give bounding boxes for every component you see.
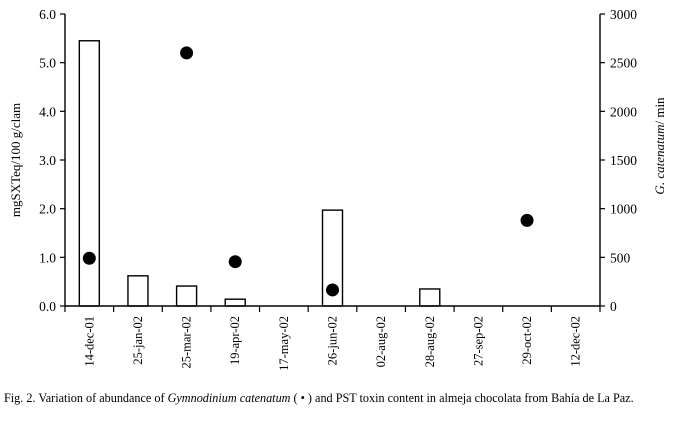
y2-tick-label: 500 (610, 250, 631, 265)
y2-axis-label-species: G. catenatum (652, 125, 667, 195)
figure-caption: Fig. 2. Variation of abundance of Gymnod… (4, 390, 674, 406)
caption-prefix: Fig. 2. Variation of abundance of (4, 391, 168, 405)
bar-19-apr-02 (224, 298, 246, 307)
chart: 0.0 1.0 2.0 3.0 4.0 5.0 6.0 0 500 1000 1500 2000 250… (8, 7, 667, 371)
y-tick-label: 6.0 (39, 7, 56, 22)
y2-tick-label: 0 (610, 299, 617, 314)
x-tick-label: 29-oct-02 (520, 316, 534, 365)
bar-25-mar-02 (175, 285, 198, 307)
y-tick-label: 4.0 (39, 104, 56, 119)
y2-axis-label: G. catenatum/ min (652, 97, 667, 195)
x-tick-label: 25-mar-02 (180, 316, 194, 369)
y-tick-label: 1.0 (39, 250, 56, 265)
y2-tick-label: 2000 (610, 104, 637, 119)
y-tick-label: 5.0 (39, 56, 56, 71)
x-tick-label: 19-apr-02 (228, 316, 242, 365)
point-29-oct-02 (520, 213, 534, 227)
y2-tick-label: 3000 (610, 7, 637, 22)
x-tick-label: 28-aug-02 (423, 316, 437, 367)
x-tick-label: 25-jan-02 (131, 316, 145, 365)
y-axis-label: mgSXTeq/100 g/clam (8, 103, 23, 217)
x-tick-label: 26-jun-02 (326, 316, 340, 365)
y2-tick-label: 2500 (610, 56, 637, 71)
caption-rest: and PST toxin content in almeja chocolat… (315, 391, 634, 405)
point-26-jun-02 (326, 283, 339, 297)
point-group (82, 46, 534, 297)
bar-28-aug-02 (419, 288, 441, 307)
x-tick-label: 27-sep-02 (471, 316, 485, 366)
point-19-apr-02 (228, 255, 242, 269)
x-tick-label: 02-aug-02 (374, 316, 388, 367)
x-tick-label: 14-dec-01 (82, 316, 96, 367)
x-tick-label: 17-may-02 (277, 316, 291, 371)
y-tick-label: 0.0 (39, 299, 56, 314)
y2-tick-label: 1500 (610, 153, 637, 168)
point-14-dec-01 (82, 251, 96, 265)
y2-axis-label-unit: / min (652, 97, 667, 125)
y2-tick-label: 1000 (610, 202, 637, 217)
bar-25-jan-02 (127, 275, 149, 307)
y-tick-label: 3.0 (39, 153, 56, 168)
x-tick-label: 12-dec-02 (569, 316, 583, 367)
caption-species: Gymnodinium catenatum (167, 391, 291, 405)
caption-symbol: ( • ) (290, 391, 316, 405)
bar-group (78, 40, 441, 307)
tick-group: 0.0 1.0 2.0 3.0 4.0 5.0 6.0 0 500 1000 1500 2000 250… (39, 7, 637, 371)
point-25-mar-02 (180, 46, 194, 60)
y-tick-label: 2.0 (39, 202, 56, 217)
bar-14-dec-01 (78, 40, 101, 307)
